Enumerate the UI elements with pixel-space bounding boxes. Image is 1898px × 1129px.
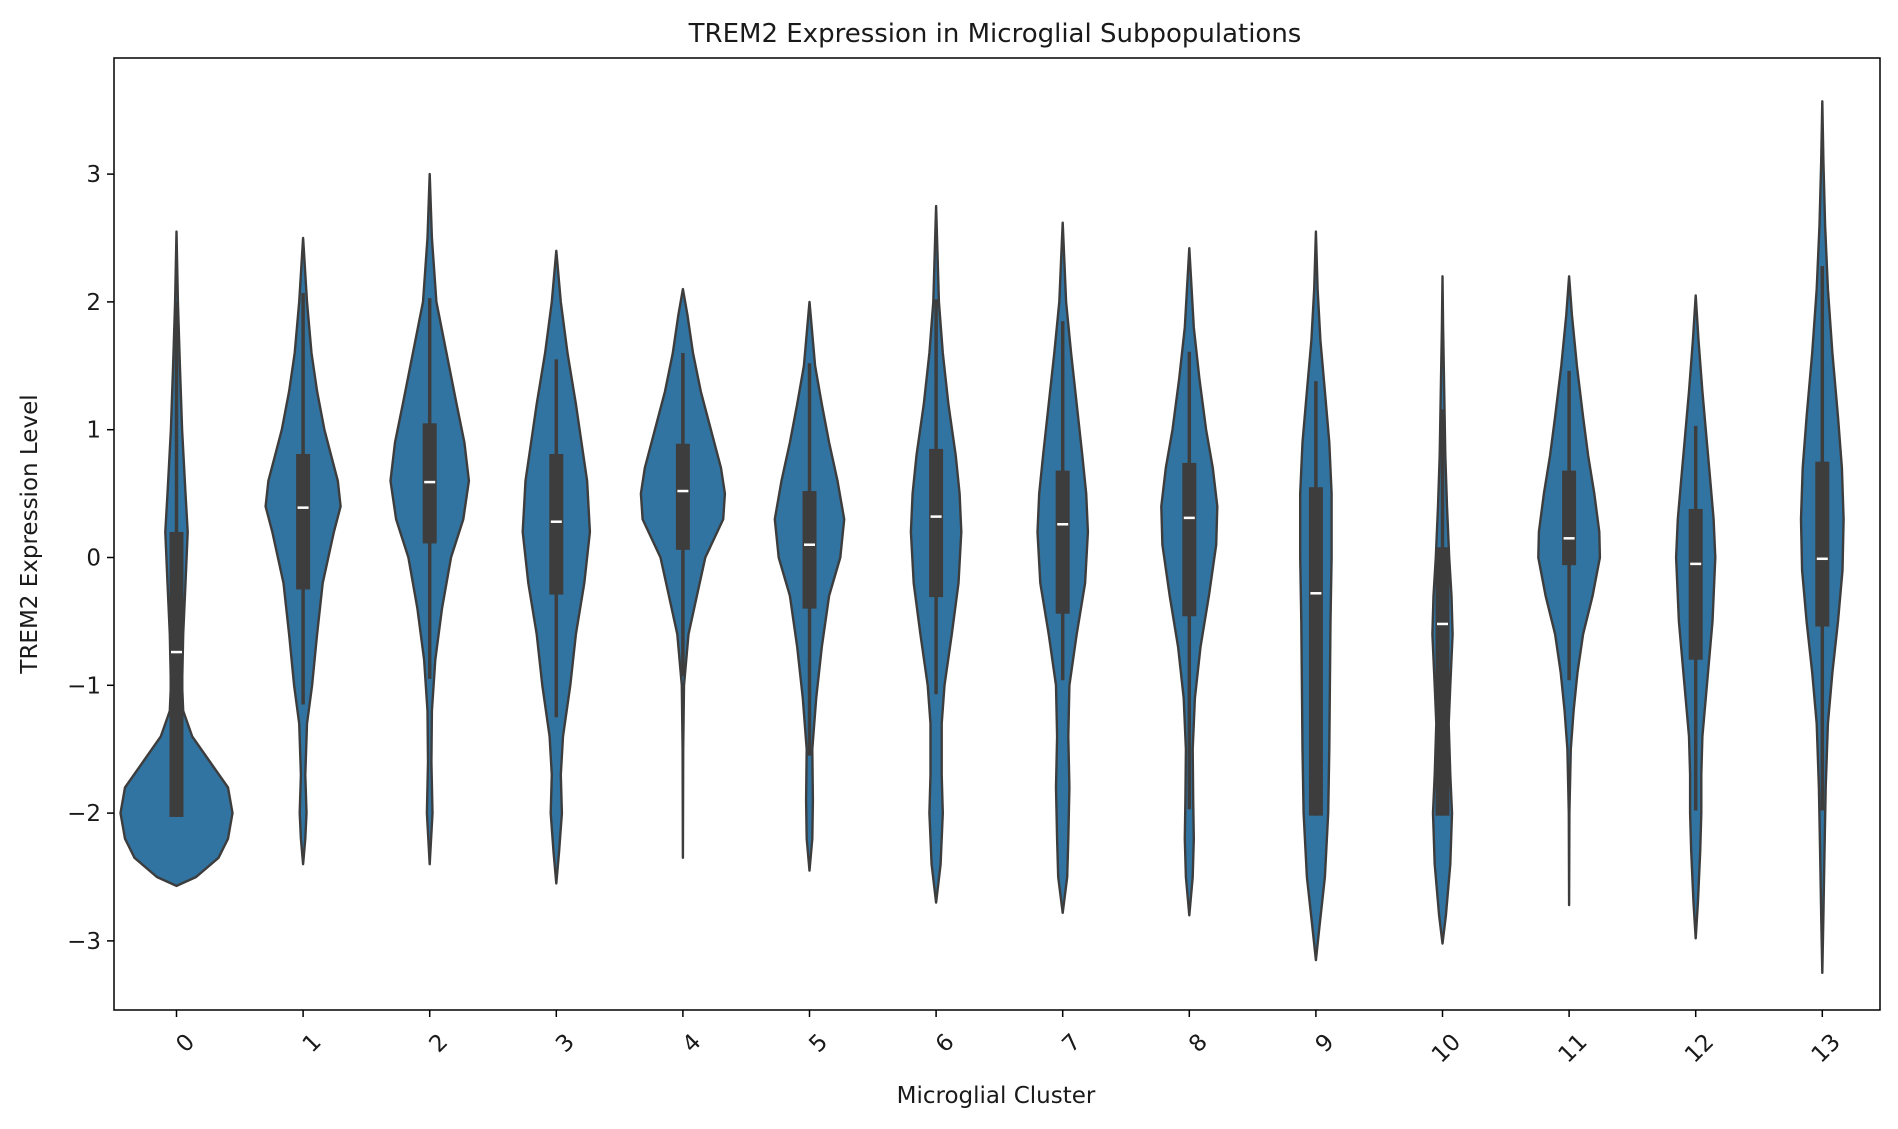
violin-group-3	[521, 249, 592, 885]
x-tick-label: 6	[931, 1029, 960, 1058]
x-axis-label: Microglial Cluster	[897, 1083, 1096, 1109]
x-tick-label: 10	[1427, 1029, 1466, 1068]
y-tick-label: −2	[67, 801, 101, 827]
y-tick-label: 1	[86, 418, 101, 444]
violin-iqr-box	[1055, 470, 1070, 614]
violin-group-8	[1160, 247, 1219, 917]
violin-iqr-box	[1182, 462, 1197, 617]
violin-iqr-box	[675, 443, 690, 550]
x-tick-label: 2	[425, 1029, 454, 1058]
violin-iqr-box	[1562, 470, 1577, 566]
violin-group-4	[639, 287, 727, 859]
y-tick-label: 0	[86, 546, 101, 572]
y-axis-ticks: −3 −2 −1 0 1 2 3	[67, 162, 114, 955]
violin-iqr-box	[169, 531, 184, 817]
x-tick-label: 4	[678, 1029, 707, 1058]
violin-group-12	[1674, 294, 1717, 940]
violin-iqr-box	[1815, 461, 1830, 627]
y-tick-label: 3	[86, 162, 101, 188]
y-tick-label: −1	[67, 673, 101, 699]
x-tick-label: 0	[171, 1029, 200, 1058]
x-tick-label: 7	[1058, 1029, 1087, 1058]
violin-group-13	[1799, 100, 1845, 974]
violin-group-6	[909, 204, 963, 904]
violin-group-11	[1537, 275, 1602, 907]
violin-group-2	[389, 172, 471, 866]
x-tick-label: 12	[1680, 1029, 1719, 1068]
violin-iqr-box	[549, 453, 564, 595]
x-tick-label: 9	[1311, 1029, 1340, 1058]
violin-iqr-box	[296, 453, 311, 590]
x-tick-label: 8	[1184, 1029, 1213, 1058]
y-axis-label: TREM2 Expression Level	[17, 394, 43, 674]
violin-group-9	[1299, 230, 1333, 962]
violin-iqr-box	[1435, 547, 1450, 816]
violin-iqr-box	[422, 423, 437, 544]
x-tick-label: 11	[1554, 1029, 1593, 1068]
x-tick-label: 13	[1807, 1029, 1846, 1068]
violin-iqr-box	[802, 491, 817, 609]
violin-iqr-box	[929, 448, 944, 598]
violin-group-5	[773, 300, 846, 872]
violin-group-7	[1036, 221, 1090, 914]
x-tick-label: 3	[551, 1029, 580, 1058]
violin-group-0	[119, 230, 234, 888]
y-tick-label: −3	[67, 929, 101, 955]
x-tick-label: 5	[804, 1029, 833, 1058]
plot-frame	[113, 57, 1881, 1011]
chart-title: TREM2 Expression in Microglial Subpopula…	[688, 19, 1302, 49]
x-axis-ticks: 0 1 2 3 4 5 6 7 8 9 10 11 12 13	[171, 1010, 1846, 1068]
violins-layer	[119, 100, 1845, 974]
x-tick-label: 1	[298, 1029, 327, 1058]
violin-group-10	[1431, 275, 1454, 945]
violin-iqr-box	[1688, 508, 1703, 660]
violin-iqr-box	[1308, 487, 1323, 816]
violin-group-1	[264, 236, 342, 866]
y-tick-label: 2	[86, 290, 101, 316]
